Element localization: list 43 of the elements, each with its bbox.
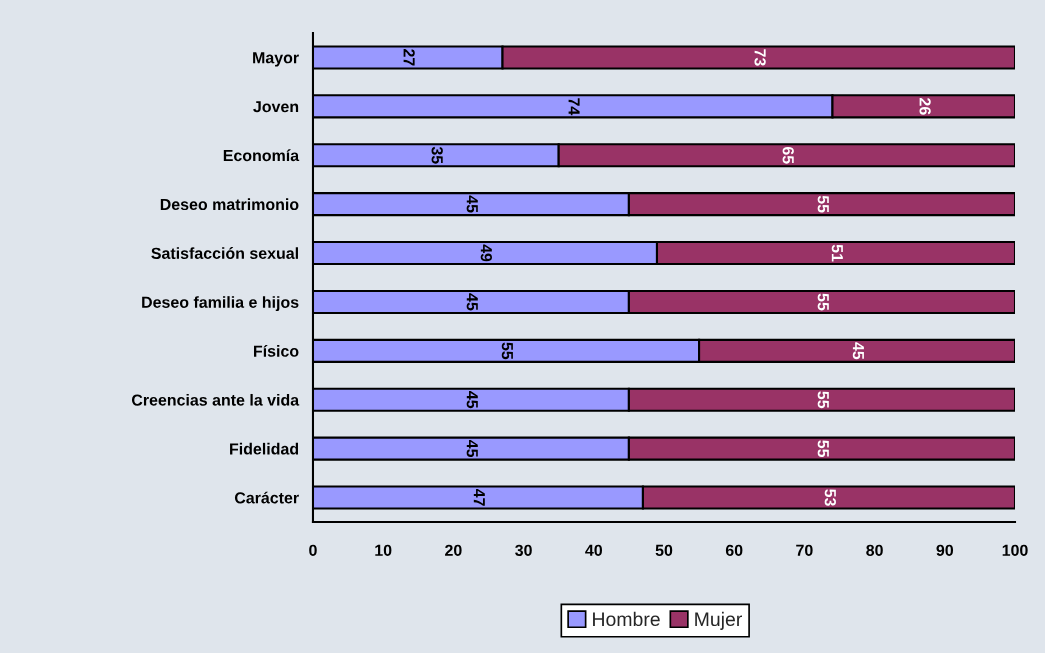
data-label: 53 <box>824 489 836 506</box>
x-tick-label: 20 <box>445 544 462 556</box>
x-tick-label: 10 <box>375 544 392 556</box>
data-label: 47 <box>473 488 485 506</box>
data-label: 45 <box>466 440 478 458</box>
data-label: 55 <box>817 195 829 213</box>
x-tick-label: 40 <box>585 544 603 556</box>
data-label: 74 <box>568 98 580 116</box>
data-label: 49 <box>480 244 492 262</box>
y-tick-label: Mayor <box>253 52 299 67</box>
data-label: 26 <box>919 98 931 115</box>
data-label: 55 <box>501 342 513 360</box>
x-tick-label: 100 <box>1002 544 1028 556</box>
data-label: 35 <box>431 146 443 164</box>
data-label: 65 <box>782 146 794 164</box>
data-label: 45 <box>852 342 864 360</box>
y-tick-label: Físico <box>254 344 299 357</box>
x-tick-label: 30 <box>515 544 532 556</box>
x-tick-label: 90 <box>936 544 954 556</box>
x-tick-label: 50 <box>655 544 673 556</box>
data-label: 73 <box>754 49 766 66</box>
data-label: 55 <box>817 391 829 409</box>
data-label: 55 <box>817 293 829 311</box>
data-label: 45 <box>466 391 478 409</box>
x-tick-label: 0 <box>309 544 317 556</box>
data-label: 27 <box>403 49 415 66</box>
y-tick-label: Economía <box>223 149 300 162</box>
y-tick-label: Carácter <box>234 491 299 504</box>
x-tick-label: 60 <box>725 544 743 556</box>
legend-label: Mujer <box>695 611 742 630</box>
y-tick-label: Deseo familia e hijos <box>142 296 299 312</box>
data-label: 45 <box>466 195 478 213</box>
y-tick-label: Creencias ante la vida <box>131 393 300 406</box>
data-label: 51 <box>831 244 843 262</box>
y-tick-label: Joven <box>253 101 299 113</box>
data-label: 55 <box>817 440 829 458</box>
y-tick-label: Satisfacción sexual <box>151 247 298 259</box>
legend-label: Hombre <box>593 611 660 627</box>
x-tick-label: 70 <box>796 544 813 556</box>
data-label: 45 <box>466 293 478 311</box>
y-tick-label: Fidelidad <box>230 442 299 455</box>
y-tick-label: Deseo matrimonio <box>160 198 299 211</box>
x-tick-label: 80 <box>866 544 883 556</box>
